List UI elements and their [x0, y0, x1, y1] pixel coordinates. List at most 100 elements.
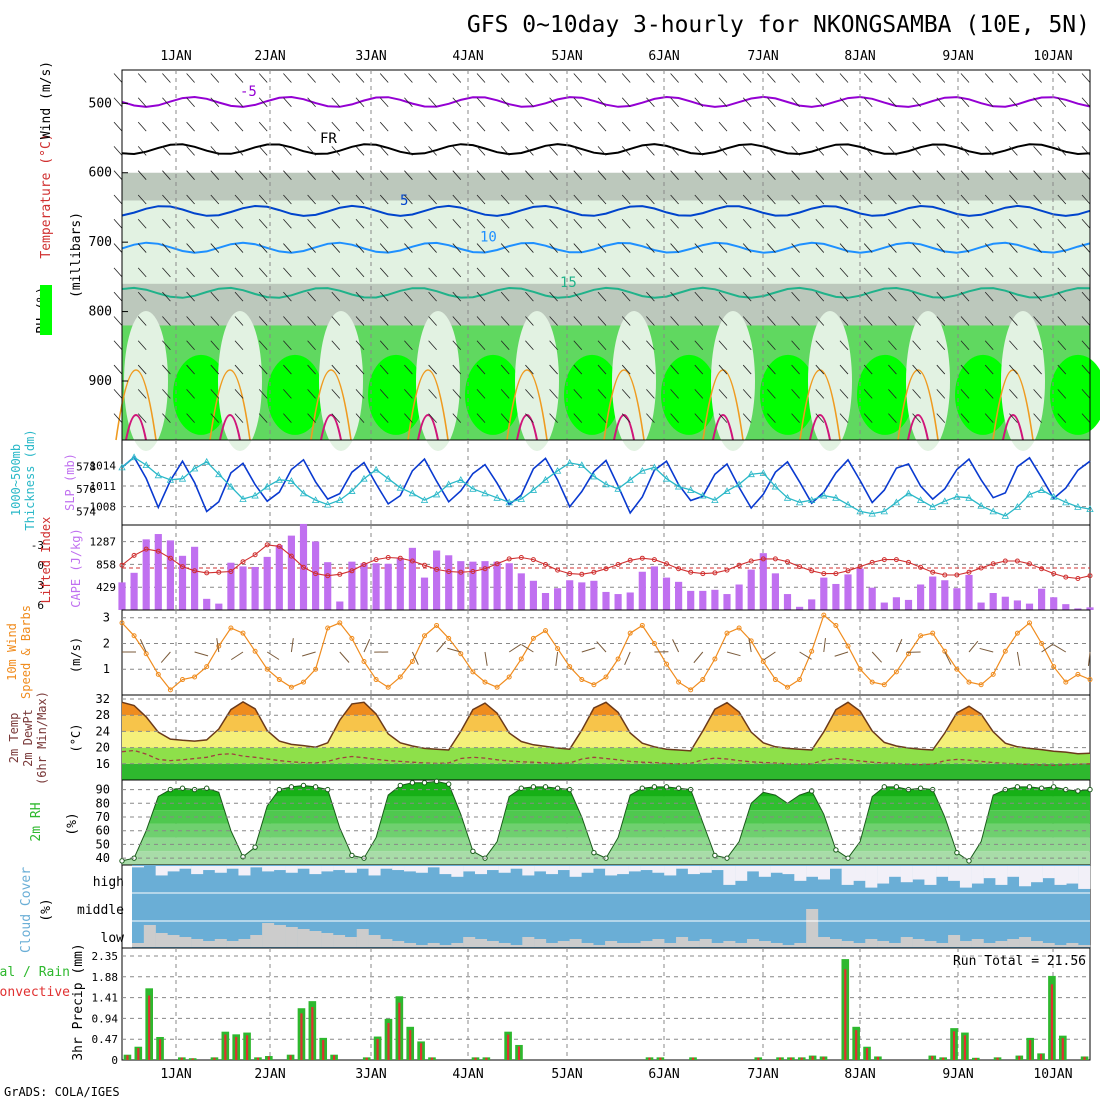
wind-barb: [137, 413, 147, 423]
wind-barb: [379, 97, 389, 108]
wind10-barb: [484, 651, 488, 666]
wind-barb: [355, 97, 365, 108]
cloud-low-bar: [273, 925, 286, 947]
wind-barb: [1009, 413, 1018, 423]
wind-barb: [863, 340, 873, 351]
wind-barb: [210, 413, 220, 423]
wind-barb: [767, 340, 776, 351]
lifted-index-marker: [543, 562, 548, 567]
wind-barb: [1009, 73, 1018, 83]
wind-barb: [258, 97, 268, 108]
cloud-high-bar: [486, 866, 499, 871]
cloud-low-bar: [794, 943, 807, 947]
slp-line: [121, 455, 1091, 515]
lifted-index-marker: [131, 552, 137, 558]
wind-barb: [646, 316, 655, 326]
cloud-high-bar: [581, 866, 594, 873]
wind-barb: [452, 267, 462, 278]
cloud-high-bar: [344, 866, 357, 873]
wind-barb: [428, 121, 437, 132]
cape-bar: [711, 589, 719, 610]
cape-bar: [1013, 600, 1021, 610]
wind-barb: [863, 219, 873, 229]
wind-barb: [742, 340, 752, 351]
wind-barb: [1057, 316, 1067, 326]
cloud-high-bar: [191, 866, 204, 875]
cloud-high-bar: [628, 866, 641, 872]
wind-barb: [670, 364, 679, 375]
wind10-barb: [447, 647, 461, 653]
precip-convective-bar: [757, 1057, 760, 1060]
wind-barb: [1033, 291, 1042, 302]
wind-barb: [355, 267, 365, 278]
cloud-high-bar: [202, 866, 215, 871]
wind-barb: [113, 413, 123, 423]
wind-barb: [718, 316, 728, 326]
wind10-marker: [276, 677, 282, 683]
cloud-low-bar: [687, 941, 700, 947]
wind-barb: [307, 73, 316, 83]
wind-barb: [718, 340, 728, 351]
wind-barb: [331, 389, 341, 399]
rh2m-marker: [542, 784, 549, 790]
lifted-index-marker: [313, 571, 319, 577]
wind-barb: [1009, 146, 1018, 156]
wind10-marker: [240, 630, 246, 636]
top-day-label: 7JAN: [747, 49, 778, 64]
wind-barb: [476, 413, 486, 423]
precip-convective-bar: [1061, 1038, 1064, 1060]
wind10-tick-label: 1: [103, 662, 110, 676]
cape-bar: [445, 555, 453, 610]
wind-barb: [888, 121, 897, 132]
lifted-index-marker: [760, 556, 766, 562]
wind-barb: [379, 194, 389, 205]
wind-barb: [694, 219, 704, 229]
precip-convective-bar: [811, 1056, 814, 1060]
wind-barb: [694, 316, 704, 326]
wind-barb: [670, 389, 679, 399]
rh-moist-cell: [1050, 354, 1100, 435]
wind10-marker: [942, 648, 948, 654]
wind-barb: [1009, 243, 1018, 253]
wind-barb: [331, 97, 341, 108]
wind-barb: [113, 389, 123, 399]
wind-barb: [912, 364, 921, 375]
wind-barb: [355, 73, 365, 83]
cloud-low-bar: [1066, 943, 1079, 947]
wind-barb: [984, 194, 994, 205]
wind-barb: [162, 267, 171, 278]
lifted-index-marker: [1051, 571, 1057, 577]
wind-barb: [379, 170, 389, 180]
cloud-low-bar: [427, 943, 440, 947]
wind-barb: [984, 267, 994, 278]
wind-barb: [597, 121, 607, 132]
top-day-label: 9JAN: [942, 49, 973, 64]
thickness-marker: [783, 494, 792, 501]
lifted-index-marker: [216, 569, 222, 575]
thickness-marker: [130, 453, 138, 461]
wind-barb: [162, 316, 171, 326]
wind-barb: [573, 291, 583, 302]
wind10-barb: [160, 651, 171, 663]
precip-convective-bar: [137, 1048, 140, 1060]
cloud-high-bar: [616, 866, 629, 875]
cloud-low-bar: [888, 943, 901, 947]
rh2m-tick-label: 60: [96, 824, 110, 838]
precip-convective-bar: [180, 1057, 183, 1060]
wind-barb: [186, 364, 195, 375]
wind-barb: [404, 73, 413, 83]
cloud-high-bar: [155, 866, 168, 876]
temp-band: [122, 763, 1090, 780]
wind10-barb: [508, 643, 522, 653]
cloud-high-bar: [912, 866, 925, 880]
thickness-marker: [711, 496, 719, 503]
cloud-low-bar: [439, 945, 452, 947]
wind-barb: [258, 364, 268, 375]
wind-barb: [912, 389, 921, 399]
wind-barb: [428, 73, 437, 83]
lifted-index-marker: [881, 557, 887, 563]
thickness-marker: [759, 469, 767, 476]
wind-barb: [549, 364, 558, 375]
cloud-high-bar: [167, 866, 180, 872]
wind-barb: [258, 146, 268, 156]
